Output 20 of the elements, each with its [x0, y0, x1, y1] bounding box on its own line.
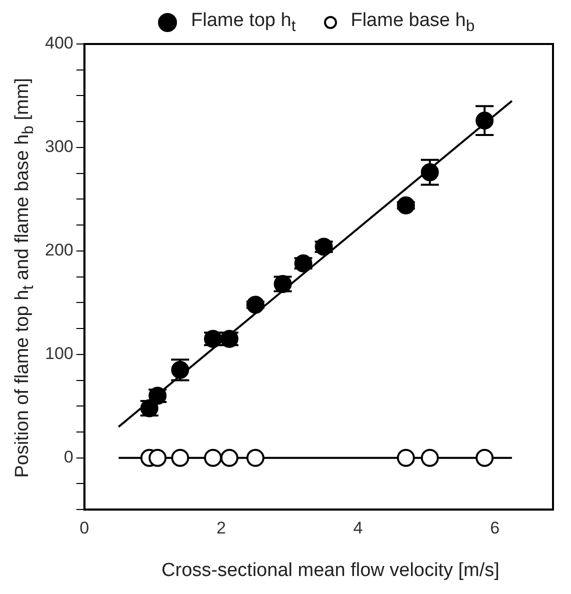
x-tick-label: 4 [353, 518, 363, 538]
point [148, 448, 167, 467]
x-tick-label: 6 [490, 518, 500, 538]
y-tick-label: 300 [44, 137, 74, 156]
point [220, 448, 238, 467]
y-tick-label: 100 [44, 344, 74, 364]
point [246, 448, 264, 467]
x-tick-label: 2 [216, 518, 226, 538]
point [420, 448, 439, 467]
y-tick-label: 400 [44, 34, 74, 53]
y-tick-label: 0 [64, 448, 74, 467]
legend-label: Flame base h$_{b}$ [350, 10, 475, 36]
point [204, 448, 222, 467]
point [171, 448, 190, 467]
legend-label: Flame top h$_{t}$ [191, 10, 296, 36]
x-tick-label: 0 [80, 518, 90, 538]
point [396, 448, 415, 467]
y-tick-label: 200 [44, 240, 74, 260]
x-axis-title: Cross-sectional mean flow velocity [m/s] [160, 560, 500, 582]
point [476, 448, 494, 467]
